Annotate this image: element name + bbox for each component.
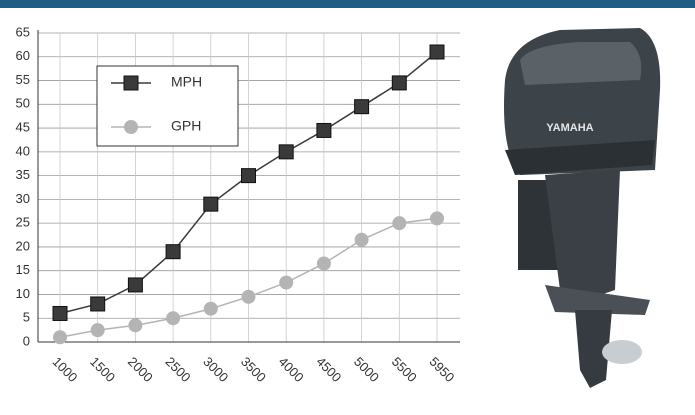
y-tick-label: 55 xyxy=(16,72,30,87)
x-tick-label: 5500 xyxy=(389,354,420,385)
marker xyxy=(166,311,181,326)
marker xyxy=(128,318,143,333)
y-tick-label: 40 xyxy=(16,143,30,158)
x-tick-label: 1000 xyxy=(49,354,80,385)
marker xyxy=(52,305,68,321)
brand-label: YAMAHA xyxy=(546,122,593,134)
y-tick-label: 30 xyxy=(16,191,30,206)
chart: 0 5 10 15 20 25 30 35 40 45 50 55 60 65 1000 1500 2000 25… xyxy=(16,24,460,385)
marker xyxy=(392,216,407,231)
legend-box xyxy=(96,65,239,147)
x-tick-label: 2500 xyxy=(163,354,194,385)
x-tick-label: 1500 xyxy=(87,354,118,385)
marker xyxy=(354,232,369,247)
marker xyxy=(429,44,445,60)
y-tick-label: 60 xyxy=(16,48,30,63)
marker xyxy=(53,330,67,345)
marker xyxy=(90,296,106,312)
marker xyxy=(316,256,331,271)
marker xyxy=(279,275,294,290)
marker xyxy=(391,75,407,91)
marker xyxy=(90,323,105,338)
y-tick-label: 25 xyxy=(16,215,30,230)
x-tick-label: 2000 xyxy=(125,354,156,385)
y-tick-label: 35 xyxy=(16,167,30,182)
marker xyxy=(203,196,219,212)
x-tick-label: 3000 xyxy=(200,354,231,385)
x-tick-label: 5950 xyxy=(426,354,457,385)
y-tick-label: 5 xyxy=(23,310,30,325)
y-tick-label: 50 xyxy=(16,96,30,111)
marker xyxy=(165,244,181,260)
legend-label: GPH xyxy=(171,118,201,134)
x-tick-label: 4000 xyxy=(276,354,307,385)
legend-marker xyxy=(124,120,138,134)
y-tick-label: 20 xyxy=(16,238,30,253)
marker xyxy=(241,289,256,304)
marker xyxy=(316,122,332,138)
marker xyxy=(430,211,444,226)
marker xyxy=(241,168,256,184)
y-tick-label: 45 xyxy=(16,120,30,135)
marker xyxy=(354,99,370,115)
marker xyxy=(203,301,218,316)
engine-illustration: YAMAHA xyxy=(504,28,661,388)
x-tick-label: 4500 xyxy=(313,354,344,385)
legend-marker xyxy=(123,75,139,91)
y-tick-label: 10 xyxy=(16,286,30,301)
marker xyxy=(127,277,143,293)
y-tick-label: 15 xyxy=(16,262,30,277)
x-tick-label: 5000 xyxy=(351,354,382,385)
y-tick-label: 65 xyxy=(16,24,30,39)
marker xyxy=(278,144,294,160)
legend-label: MPH xyxy=(171,74,202,90)
top-bar xyxy=(0,0,695,8)
x-tick-label: 3500 xyxy=(238,354,269,385)
y-tick-label: 0 xyxy=(23,333,30,348)
